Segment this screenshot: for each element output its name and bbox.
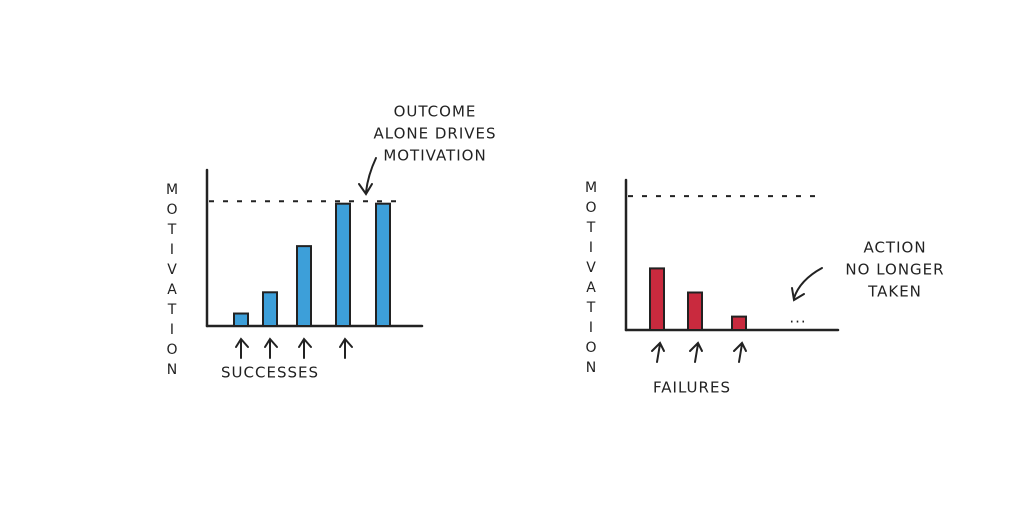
x-axis-label: FAILURES	[653, 379, 731, 397]
x-axis-label: SUCCESSES	[221, 364, 319, 382]
arrow	[235, 337, 249, 359]
arrow	[264, 337, 278, 359]
arrow	[651, 341, 665, 363]
y-axis-label: MOTIVATION	[164, 182, 180, 382]
annotation-arrow	[791, 267, 823, 302]
bar	[375, 202, 391, 327]
bar	[296, 245, 312, 328]
bar	[649, 267, 665, 331]
annotation: TAKEN	[867, 283, 922, 301]
bar	[233, 312, 249, 327]
bar	[262, 291, 278, 327]
arrow	[339, 337, 353, 359]
arrow	[689, 341, 703, 363]
arrow	[733, 341, 747, 363]
annotation: MOTIVATION	[383, 147, 486, 165]
bar	[335, 202, 351, 327]
annotation: NO LONGER	[845, 261, 944, 279]
y-axis-label: MOTIVATION	[583, 180, 599, 380]
annotation: OUTCOME	[394, 103, 477, 121]
arrow	[298, 337, 312, 359]
bar	[731, 315, 747, 332]
bar	[687, 291, 703, 331]
annotation: ACTION	[863, 239, 926, 257]
trailing-text: ...	[789, 309, 806, 327]
annotation: ALONE DRIVES	[373, 125, 496, 143]
annotation-arrow	[358, 157, 377, 196]
